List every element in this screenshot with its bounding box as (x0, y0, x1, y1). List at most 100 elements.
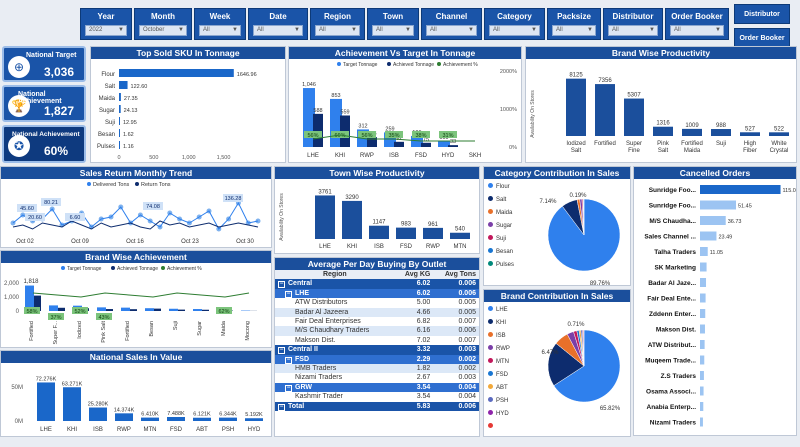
collapse-icon[interactable]: − (278, 403, 285, 411)
cancelled-orders-chart: Sunridge Foo... 115.04 Sunridge Foo... 51.4… (644, 185, 799, 427)
legend-dot (488, 410, 493, 415)
filter-select[interactable]: All ▼ (199, 25, 241, 36)
filter-town[interactable]: Town All ▼ (367, 8, 419, 40)
legend-dot (488, 306, 493, 311)
table-row[interactable]: Badar Al Jazeera 4.66 0.005 (275, 307, 479, 318)
category-label: Anabia Enterp... (647, 404, 697, 411)
filter-select[interactable]: All ▼ (670, 25, 724, 36)
distributor-button[interactable]: Distributor (734, 4, 790, 24)
table-row[interactable]: M/S Chaudhary Traders 6.16 0.006 (275, 326, 479, 336)
region-cell: HMB Traders (275, 364, 395, 373)
collapse-icon[interactable]: − (285, 290, 292, 298)
filter-select[interactable]: All ▼ (608, 25, 658, 36)
table-row[interactable]: − FSD 2.29 0.002 (275, 354, 479, 365)
table-row[interactable]: − GRW 3.54 0.004 (275, 382, 479, 393)
filter-year[interactable]: Year 2022 ▼ (80, 8, 132, 40)
value-label: 12.95 (123, 120, 137, 126)
filter-order-booker[interactable]: Order Booker All ▼ (665, 8, 729, 40)
category-label: Maida (99, 96, 116, 102)
filter-channel[interactable]: Channel All ▼ (421, 8, 482, 40)
brand-contribution-panel: Brand Contribution In Sales LHE KHI ISB RWP… (483, 289, 631, 437)
filter-label: Month (151, 12, 175, 21)
collapse-icon[interactable]: − (285, 384, 292, 392)
avg-tons-cell: 0.006 (458, 327, 476, 335)
table-row[interactable]: HMB Traders 1.82 0.002 (275, 364, 479, 374)
category-label: ATW Distribut... (648, 342, 696, 349)
category-label: ISB (93, 427, 103, 433)
data-label: 45.60 (20, 206, 34, 212)
legend-label: Achieved Tonnage (117, 266, 158, 272)
brand-productivity-panel: Brand Wise Productivity Availability On … (525, 46, 797, 163)
region-cell: − Total (275, 402, 395, 411)
filter-packsize[interactable]: Packsize All ▼ (547, 8, 601, 40)
tick-label: 0M (15, 419, 23, 425)
category-label: ISB (389, 153, 399, 159)
table-row[interactable]: − Central II 3.32 0.003 (275, 345, 479, 355)
filter-distributor[interactable]: Distributor All ▼ (603, 8, 663, 40)
legend-dot (437, 62, 441, 66)
filter-select[interactable]: All ▼ (315, 25, 360, 36)
table-row[interactable]: − Total 5.83 0.006 (275, 401, 479, 412)
filter-select[interactable]: All ▼ (552, 25, 596, 36)
filter-select[interactable]: All ▼ (372, 25, 414, 36)
pct-badge (358, 131, 376, 138)
filter-select[interactable]: All ▼ (489, 25, 540, 36)
legend-item: Sugar (484, 220, 540, 233)
column-header[interactable]: Region (322, 271, 347, 278)
avg-kg-cell: 2.67 (416, 374, 431, 382)
value-label: 983 (401, 222, 412, 228)
filter-region[interactable]: Region All ▼ (310, 8, 365, 40)
table-row[interactable]: Makson Dist. 7.02 0.007 (275, 335, 479, 346)
category-label: High (744, 141, 756, 147)
legend-dot (87, 182, 91, 186)
region-name: Makson Dist. (295, 336, 336, 344)
achieved-label: 588 (313, 108, 322, 114)
category-label: Fortified (29, 321, 35, 341)
filter-select[interactable]: October ▼ (139, 25, 187, 36)
bar (119, 93, 121, 101)
legend-label: LHE (496, 307, 508, 313)
order-booker-button[interactable]: Order Booker (734, 28, 790, 48)
table-row[interactable]: ATW Distributors 5.00 0.005 (275, 298, 479, 308)
value-label: 988 (716, 123, 727, 129)
region-cell: Makson Dist. (275, 336, 395, 345)
ach-vs-target-chart: Target Tonnage Achieved Tonnage Achievemen… (302, 62, 517, 159)
data-label: 136.28 (225, 196, 242, 202)
filter-select[interactable]: 2022 ▼ (85, 25, 127, 36)
table-row[interactable]: − LHE 6.02 0.006 (275, 288, 479, 299)
chevron-down-icon: ▼ (232, 27, 238, 33)
filter-month[interactable]: Month October ▼ (134, 8, 192, 40)
table-row[interactable]: Nizami Traders 2.67 0.003 (275, 373, 479, 383)
table-row[interactable]: Kashmir Trader 3.54 0.004 (275, 392, 479, 402)
bar (89, 407, 107, 421)
bar (700, 247, 708, 256)
column-header[interactable]: Avg KG (404, 271, 431, 278)
filter-select[interactable]: All ▼ (426, 25, 477, 36)
filter-category[interactable]: Category All ▼ (484, 8, 545, 40)
slice-label: 7.14% (539, 199, 557, 205)
category-contribution-panel: Category Contribution In Sales Flour Salt… (483, 166, 631, 286)
bar (119, 141, 120, 149)
filter-select[interactable]: All ▼ (253, 25, 303, 36)
collapse-icon[interactable]: − (285, 356, 292, 364)
legend-dot (488, 319, 493, 324)
tick-label: 2000% (500, 69, 517, 75)
collapse-icon[interactable]: − (278, 347, 285, 355)
filter-label: Distributor (612, 12, 654, 21)
region-cell: − FSD (275, 355, 395, 364)
table-row[interactable]: Fair Deal Enterprises 6.82 0.007 (275, 317, 479, 327)
bar (193, 417, 211, 421)
filter-week[interactable]: Week All ▼ (194, 8, 246, 40)
filter-date[interactable]: Date All ▼ (248, 8, 308, 40)
table-row[interactable]: − Central 6.02 0.006 (275, 279, 479, 289)
value-label: 25.280K (88, 402, 109, 408)
pct-label: 62% (218, 309, 229, 315)
column-header[interactable]: Avg Tons (444, 271, 476, 278)
legend-label: Sugar (496, 223, 513, 229)
bar (700, 386, 704, 396)
category-label: Nizami Traders (650, 420, 697, 427)
avg-kg-cell: 7.02 (416, 336, 431, 344)
bar (700, 185, 781, 194)
achieved-bar (178, 309, 185, 311)
collapse-icon[interactable]: − (278, 281, 285, 289)
